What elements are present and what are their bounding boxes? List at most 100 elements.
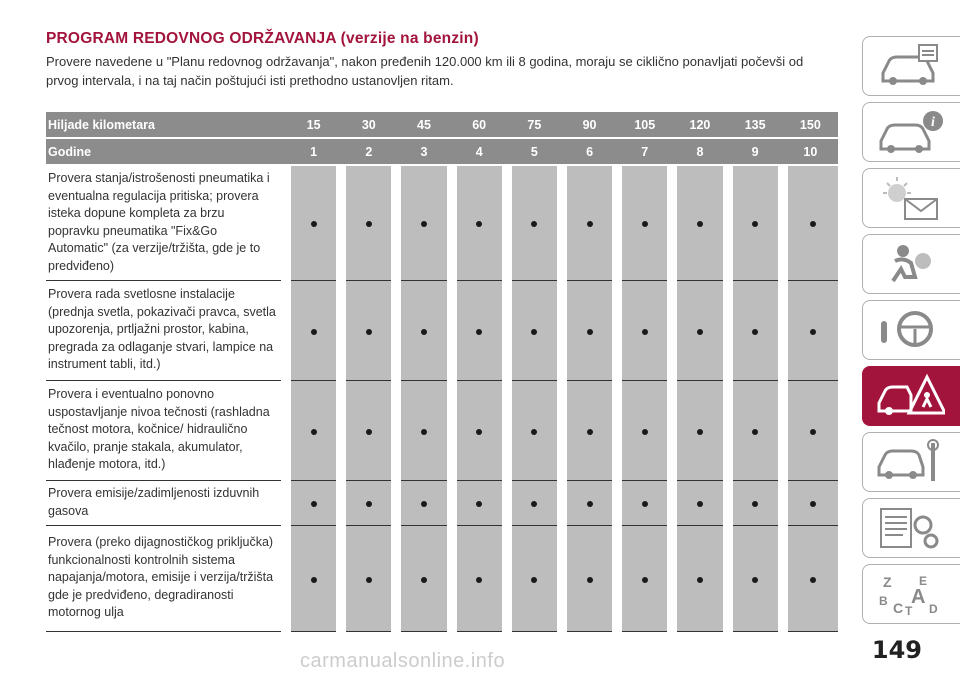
- km-header-cell: 150: [782, 112, 838, 139]
- chapter-tab-index[interactable]: Z E B A C T D: [862, 564, 960, 624]
- check-mark-dot: [586, 428, 593, 435]
- check-mark-dot: [365, 576, 372, 583]
- years-header-cell: 9: [727, 138, 783, 166]
- interval-cell: [336, 380, 397, 481]
- interval-cell: [777, 280, 838, 381]
- steering-wheel-icon: [881, 311, 933, 347]
- check-mark-dot: [641, 428, 648, 435]
- check-mark-dot: [531, 221, 538, 228]
- check-mark-dot: [476, 428, 483, 435]
- km-header-cell: 75: [506, 112, 562, 139]
- check-mark-dot: [531, 328, 538, 335]
- interval-cell: [777, 480, 838, 526]
- interval-cell: [391, 280, 452, 381]
- check-mark-dot: [641, 501, 648, 507]
- page-title: PROGRAM REDOVNOG ODRŽAVANJA (verzije na …: [46, 30, 479, 47]
- interval-cell: [667, 280, 728, 381]
- km-header-cell: 60: [451, 112, 507, 139]
- interval-cell: [446, 480, 507, 526]
- km-header-cell: 105: [617, 112, 673, 139]
- svg-text:Z: Z: [883, 574, 892, 590]
- check-description: Provera emisije/zadimljenosti izduvnih g…: [46, 480, 287, 526]
- airbag-icon: [891, 245, 931, 283]
- check-mark-dot: [476, 501, 483, 507]
- check-mark-dot: [365, 328, 372, 335]
- car-info-icon: [881, 44, 938, 85]
- years-header-cell: 5: [506, 138, 562, 166]
- car-service-icon: [877, 439, 939, 481]
- svg-text:C: C: [893, 600, 903, 616]
- chapter-tab-emergency[interactable]: [862, 366, 960, 426]
- check-mark-dot: [365, 221, 372, 228]
- maintenance-table: Hiljade kilometara 15 30 45 60 75 90 105…: [46, 112, 838, 632]
- check-mark-dot: [809, 576, 816, 583]
- check-mark-dot: [809, 221, 816, 228]
- table-row: Provera rada svetlosne instalacije (pred…: [46, 280, 838, 381]
- chapter-tab-driving[interactable]: [862, 300, 960, 360]
- interval-cell: [722, 480, 783, 526]
- check-description: Provera stanja/istrošenosti pneumatika i…: [46, 165, 287, 281]
- interval-cell: [777, 380, 838, 481]
- check-mark-dot: [696, 328, 703, 335]
- table-row: Provera emisije/zadimljenosti izduvnih g…: [46, 480, 838, 526]
- chapter-tab-technical-data[interactable]: [862, 498, 960, 558]
- interval-cell: [501, 480, 562, 526]
- chapter-tab-safety[interactable]: i: [862, 102, 960, 162]
- check-description: Provera i eventualno ponovno uspostavlja…: [46, 380, 287, 481]
- check-mark-dot: [310, 221, 317, 228]
- check-mark-dot: [310, 501, 317, 507]
- check-mark-dot: [809, 328, 816, 335]
- chapter-tab-warning-lights[interactable]: [862, 168, 960, 228]
- check-mark-dot: [809, 501, 816, 507]
- km-header-cell: 120: [672, 112, 728, 139]
- km-header-row: Hiljade kilometara 15 30 45 60 75 90 105…: [46, 112, 838, 139]
- km-header-cell: 30: [341, 112, 397, 139]
- check-mark-dot: [476, 576, 483, 583]
- interval-cell: [446, 525, 507, 632]
- years-header-cell: 6: [561, 138, 618, 166]
- check-mark-dot: [365, 428, 372, 435]
- check-mark-dot: [365, 501, 372, 507]
- chapter-tab-getting-to-know[interactable]: [862, 36, 960, 96]
- check-mark-dot: [421, 428, 427, 435]
- interval-cell: [612, 480, 673, 526]
- years-header-cell: 2: [341, 138, 397, 166]
- intro-paragraph: Provere navedene u "Planu redovnog održa…: [46, 54, 804, 88]
- check-mark-dot: [752, 221, 759, 228]
- chapter-tab-airbag[interactable]: [862, 234, 960, 294]
- check-mark-dot: [752, 328, 759, 335]
- interval-cell: [667, 525, 728, 632]
- table-row: Provera i eventualno ponovno uspostavlja…: [46, 380, 838, 481]
- index-icon: Z E B A C T D: [879, 574, 938, 617]
- interval-cell: [556, 380, 618, 481]
- check-mark-dot: [421, 576, 427, 583]
- check-mark-dot: [531, 501, 538, 507]
- chapter-tab-maintenance[interactable]: [862, 432, 960, 492]
- check-mark-dot: [696, 221, 703, 228]
- check-mark-dot: [310, 576, 317, 583]
- km-header-cell: 90: [561, 112, 618, 139]
- interval-cell: [501, 525, 562, 632]
- interval-cell: [281, 280, 342, 381]
- technical-data-icon: [880, 508, 939, 549]
- interval-cell: [777, 525, 838, 632]
- interval-cell: [722, 525, 783, 632]
- check-mark-dot: [531, 428, 538, 435]
- interval-cell: [501, 165, 562, 281]
- interval-cell: [722, 165, 783, 281]
- interval-cell: [281, 165, 342, 281]
- check-mark-dot: [641, 328, 648, 335]
- interval-cell: [556, 525, 618, 632]
- interval-cell: [281, 525, 342, 632]
- car-info-icon: i: [879, 111, 943, 153]
- check-mark-dot: [476, 221, 483, 228]
- check-mark-dot: [641, 221, 648, 228]
- interval-cell: [612, 380, 673, 481]
- check-mark-dot: [752, 501, 759, 507]
- years-header-row: Godine 1 2 3 4 5 6 7 8 9 10: [46, 138, 838, 166]
- km-header-cell: 135: [727, 112, 783, 139]
- interval-cell: [501, 280, 562, 381]
- check-mark-dot: [310, 428, 317, 435]
- interval-cell: [667, 480, 728, 526]
- table-row: Provera stanja/istrošenosti pneumatika i…: [46, 165, 838, 281]
